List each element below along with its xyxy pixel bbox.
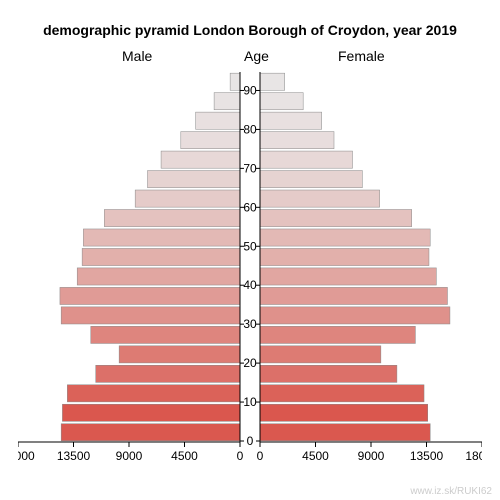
female-bar-35 — [260, 287, 447, 304]
female-bar-40 — [260, 268, 436, 285]
male-bar-25 — [91, 326, 240, 343]
male-bar-20 — [119, 346, 240, 363]
male-bar-70 — [161, 151, 240, 168]
male-bar-90 — [230, 73, 240, 90]
age-tick-0: 0 — [247, 434, 254, 448]
female-bar-45 — [260, 248, 429, 265]
age-tick-60: 60 — [243, 200, 257, 214]
female-bar-30 — [260, 307, 450, 324]
age-tick-70: 70 — [243, 161, 257, 175]
age-column-label: Age — [244, 48, 269, 64]
male-bar-80 — [196, 112, 240, 129]
male-bar-60 — [135, 190, 240, 207]
female-bar-75 — [260, 132, 334, 149]
population-pyramid-chart: 90 80 70 60 50 40 30 20 10 000 4500 4500 9000 9000 135… — [18, 66, 482, 476]
x-tick-male-0: 0 — [237, 449, 244, 463]
male-bar-75 — [181, 132, 240, 149]
x-tick-female-13500: 13500 — [410, 449, 444, 463]
age-tick-90: 90 — [243, 83, 257, 97]
female-bar-65 — [260, 171, 362, 188]
female-bar-85 — [260, 93, 303, 110]
x-tick-female-0: 0 — [257, 449, 264, 463]
male-bar-5 — [62, 404, 240, 421]
male-bar-15 — [96, 365, 240, 382]
female-bar-90 — [260, 73, 285, 90]
age-tick-80: 80 — [243, 122, 257, 136]
age-tick-20: 20 — [243, 356, 257, 370]
female-bar-50 — [260, 229, 430, 246]
age-tick-10: 10 — [243, 395, 257, 409]
x-tick-female-18000: 18000 — [465, 449, 482, 463]
male-bar-55 — [104, 209, 240, 226]
male-column-label: Male — [122, 48, 152, 64]
x-tick-male-9000: 9000 — [116, 449, 143, 463]
female-bar-5 — [260, 404, 428, 421]
male-bar-45 — [82, 248, 240, 265]
age-tick-50: 50 — [243, 239, 257, 253]
x-tick-female-9000: 9000 — [358, 449, 385, 463]
female-bar-0 — [260, 424, 430, 441]
male-bar-65 — [148, 171, 241, 188]
female-bar-70 — [260, 151, 353, 168]
x-tick-female-4500: 4500 — [302, 449, 329, 463]
female-column-label: Female — [338, 48, 385, 64]
female-bar-80 — [260, 112, 322, 129]
male-bar-40 — [77, 268, 240, 285]
male-bar-0 — [61, 424, 240, 441]
male-bar-50 — [83, 229, 240, 246]
male-bar-35 — [60, 287, 240, 304]
female-bar-10 — [260, 385, 424, 402]
female-bar-25 — [260, 326, 415, 343]
female-bar-15 — [260, 365, 397, 382]
female-bar-60 — [260, 190, 380, 207]
female-bar-20 — [260, 346, 381, 363]
male-bar-85 — [214, 93, 240, 110]
female-bar-55 — [260, 209, 412, 226]
age-tick-40: 40 — [243, 278, 257, 292]
page-title: demographic pyramid London Borough of Cr… — [0, 22, 500, 38]
x-tick-male-13500: 13500 — [57, 449, 91, 463]
male-bar-30 — [61, 307, 240, 324]
x-tick-male-18000: 18000 — [18, 449, 35, 463]
x-tick-male-4500: 4500 — [171, 449, 198, 463]
age-tick-30: 30 — [243, 317, 257, 331]
male-bar-10 — [67, 385, 240, 402]
watermark: www.iz.sk/RUKI62 — [410, 486, 492, 497]
